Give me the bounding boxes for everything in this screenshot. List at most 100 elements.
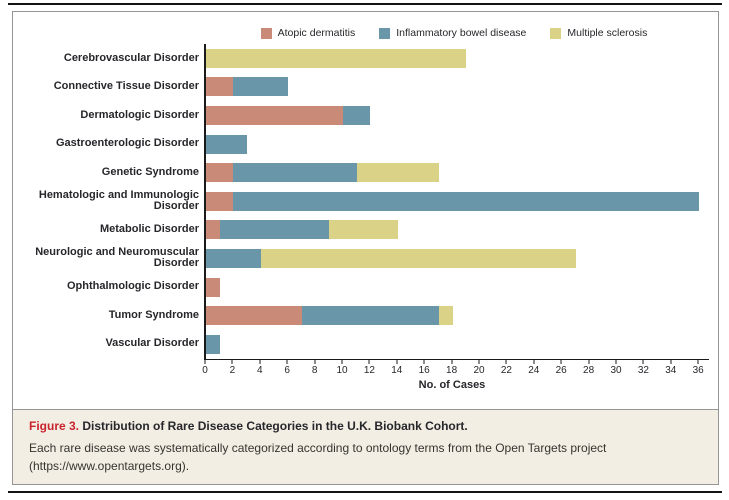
x-axis-tick-label-0: 0 — [202, 364, 208, 376]
legend-label-inflammatory-bowel-disease: Inflammatory bowel disease — [396, 27, 527, 39]
x-axis-tick-36 — [697, 359, 699, 364]
bar-segment-atopic-dermatitis-metabolic-disorder — [206, 220, 220, 240]
category-label-metabolic-disorder: Metabolic Disorder — [99, 223, 199, 236]
bar-segment-atopic-dermatitis-ophthalmologic-disorder — [206, 277, 220, 297]
bar-segment-multiple-sclerosis-metabolic-disorder — [329, 220, 398, 240]
x-axis-tick-18 — [451, 359, 453, 364]
bar-segment-inflammatory-bowel-disease-metabolic-disorder — [219, 220, 330, 240]
bar-segment-atopic-dermatitis-dermatologic-disorder — [206, 105, 343, 125]
x-axis-tick-34 — [670, 359, 672, 364]
x-axis-tick-label-2: 2 — [229, 364, 236, 376]
bar-row-dermatologic-disorder: Dermatologic Disorder — [13, 101, 718, 130]
figure-caption: Figure 3. Distribution of Rare Disease C… — [13, 409, 718, 484]
x-axis-tick-8 — [314, 359, 316, 364]
category-label-vascular-disorder: Vascular Disorder — [105, 337, 199, 350]
category-label-connective-tissue-disorder: Connective Tissue Disorder — [53, 80, 199, 93]
caption-title-line: Figure 3. Distribution of Rare Disease C… — [29, 419, 700, 433]
bar-track-tumor-syndrome — [204, 301, 709, 330]
x-axis-tick-0 — [204, 359, 206, 364]
x-axis-tick-label-8: 8 — [311, 364, 318, 376]
bar-segment-inflammatory-bowel-disease-hematologic-and-immunologic-disorder — [233, 191, 700, 211]
bar-row-tumor-syndrome: Tumor Syndrome — [13, 301, 718, 330]
x-axis-tick-14 — [396, 359, 398, 364]
x-axis-tick-26 — [560, 359, 562, 364]
bar-row-vascular-disorder: Vascular Disorder — [13, 329, 718, 359]
bar-segment-atopic-dermatitis-genetic-syndrome — [206, 163, 234, 183]
top-rule — [8, 3, 722, 5]
x-axis-tick-label-12: 12 — [363, 364, 375, 376]
bar-segment-inflammatory-bowel-disease-neurologic-and-neuromuscular-disorder — [206, 248, 261, 268]
legend-label-atopic-dermatitis: Atopic dermatitis — [277, 27, 356, 39]
bar-segment-inflammatory-bowel-disease-vascular-disorder — [206, 334, 220, 354]
bar-segment-multiple-sclerosis-genetic-syndrome — [356, 163, 439, 183]
bar-segment-multiple-sclerosis-neurologic-and-neuromuscular-disorder — [260, 248, 576, 268]
x-axis-tick-30 — [615, 359, 617, 364]
figure-box: Atopic dermatitis Inflammatory bowel dise… — [12, 11, 719, 485]
x-axis-tick-label-36: 36 — [692, 364, 704, 376]
legend-item-atopic-dermatitis: Atopic dermatitis — [260, 27, 356, 39]
x-axis-tick-label-4: 4 — [257, 364, 263, 376]
category-label-genetic-syndrome: Genetic Syndrome — [101, 165, 199, 178]
plot-rows: Cerebrovascular Disorder Connective Tissu… — [13, 44, 718, 359]
figure-title-text: Distribution of Rare Disease Categories … — [82, 419, 468, 433]
x-axis-tick-label-6: 6 — [284, 364, 290, 376]
category-label-dermatologic-disorder: Dermatologic Disorder — [80, 108, 199, 121]
chart-legend: Atopic dermatitis Inflammatory bowel dise… — [204, 12, 704, 39]
category-label-neurologic-and-neuromuscular-disorder: Neurologic and Neuromuscular Disorder — [35, 245, 199, 270]
bar-track-hematologic-and-immunologic-disorder — [204, 186, 709, 216]
legend-swatch-inflammatory-bowel-disease — [379, 27, 391, 39]
chart-area: Atopic dermatitis Inflammatory bowel dise… — [13, 12, 718, 409]
x-axis-tick-label-30: 30 — [610, 364, 622, 376]
x-axis-tick-label-32: 32 — [637, 364, 649, 376]
x-axis-tick-label-18: 18 — [446, 364, 458, 376]
category-label-tumor-syndrome: Tumor Syndrome — [108, 308, 199, 321]
bar-track-metabolic-disorder — [204, 215, 709, 245]
x-axis-tick-24 — [533, 359, 535, 364]
x-axis-tick-label-28: 28 — [583, 364, 595, 376]
x-axis-tick-28 — [588, 359, 590, 364]
x-axis-tick-4 — [259, 359, 261, 364]
bar-track-neurologic-and-neuromuscular-disorder — [204, 244, 709, 273]
bar-track-cerebrovascular-disorder — [204, 44, 709, 73]
figure-number-label: Figure 3. — [29, 419, 80, 433]
legend-swatch-multiple-sclerosis — [550, 27, 562, 39]
bar-track-ophthalmologic-disorder — [204, 272, 709, 302]
category-label-cerebrovascular-disorder: Cerebrovascular Disorder — [63, 51, 199, 64]
caption-body-line-2: (https://www.opentargets.org). — [29, 458, 190, 473]
x-axis-tick-label-10: 10 — [336, 364, 348, 376]
bar-row-cerebrovascular-disorder: Cerebrovascular Disorder — [13, 44, 718, 73]
x-axis-tick-label-22: 22 — [500, 364, 512, 376]
x-axis-tick-label-26: 26 — [555, 364, 567, 376]
bar-row-neurologic-and-neuromuscular-disorder: Neurologic and Neuromuscular Disorder — [13, 244, 718, 273]
x-axis-tick-label-34: 34 — [665, 364, 677, 376]
x-axis: 0 2 4 6 8 10 12 14 16 18 20 22 24 26 28 30 32 34 36 No. of… — [202, 358, 709, 395]
bar-row-gastroenterologic-disorder: Gastroenterologic Disorder — [13, 129, 718, 159]
x-axis-tick-16 — [423, 359, 425, 364]
legend-item-inflammatory-bowel-disease: Inflammatory bowel disease — [379, 27, 526, 39]
x-axis-tick-2 — [231, 359, 233, 364]
x-axis-tick-10 — [341, 359, 343, 364]
x-axis-tick-20 — [478, 359, 480, 364]
category-label-hematologic-and-immunologic-disorder: Hematologic and Immunologic Disorder — [38, 188, 199, 213]
x-axis-title: No. of Cases — [418, 378, 486, 391]
x-axis-tick-6 — [286, 359, 288, 364]
bar-row-hematologic-and-immunologic-disorder: Hematologic and Immunologic Disorder — [13, 186, 718, 216]
bar-segment-multiple-sclerosis-tumor-syndrome — [438, 306, 453, 326]
caption-body: Each rare disease was systematically cat… — [29, 440, 700, 475]
x-axis-tick-label-14: 14 — [391, 364, 403, 376]
category-label-ophthalmologic-disorder: Ophthalmologic Disorder — [66, 280, 199, 293]
bar-track-gastroenterologic-disorder — [204, 129, 709, 159]
category-label-gastroenterologic-disorder: Gastroenterologic Disorder — [55, 137, 199, 150]
x-axis-tick-22 — [505, 359, 507, 364]
bar-track-vascular-disorder — [204, 329, 709, 359]
bar-row-connective-tissue-disorder: Connective Tissue Disorder — [13, 72, 718, 102]
bar-row-ophthalmologic-disorder: Ophthalmologic Disorder — [13, 272, 718, 302]
legend-label-multiple-sclerosis: Multiple sclerosis — [567, 27, 648, 39]
bar-row-genetic-syndrome: Genetic Syndrome — [13, 158, 718, 187]
bar-segment-inflammatory-bowel-disease-genetic-syndrome — [233, 163, 357, 183]
x-axis-tick-label-24: 24 — [528, 364, 540, 376]
x-axis-tick-label-20: 20 — [473, 364, 485, 376]
bar-segment-atopic-dermatitis-connective-tissue-disorder — [206, 77, 234, 97]
bar-segment-inflammatory-bowel-disease-tumor-syndrome — [301, 306, 439, 326]
